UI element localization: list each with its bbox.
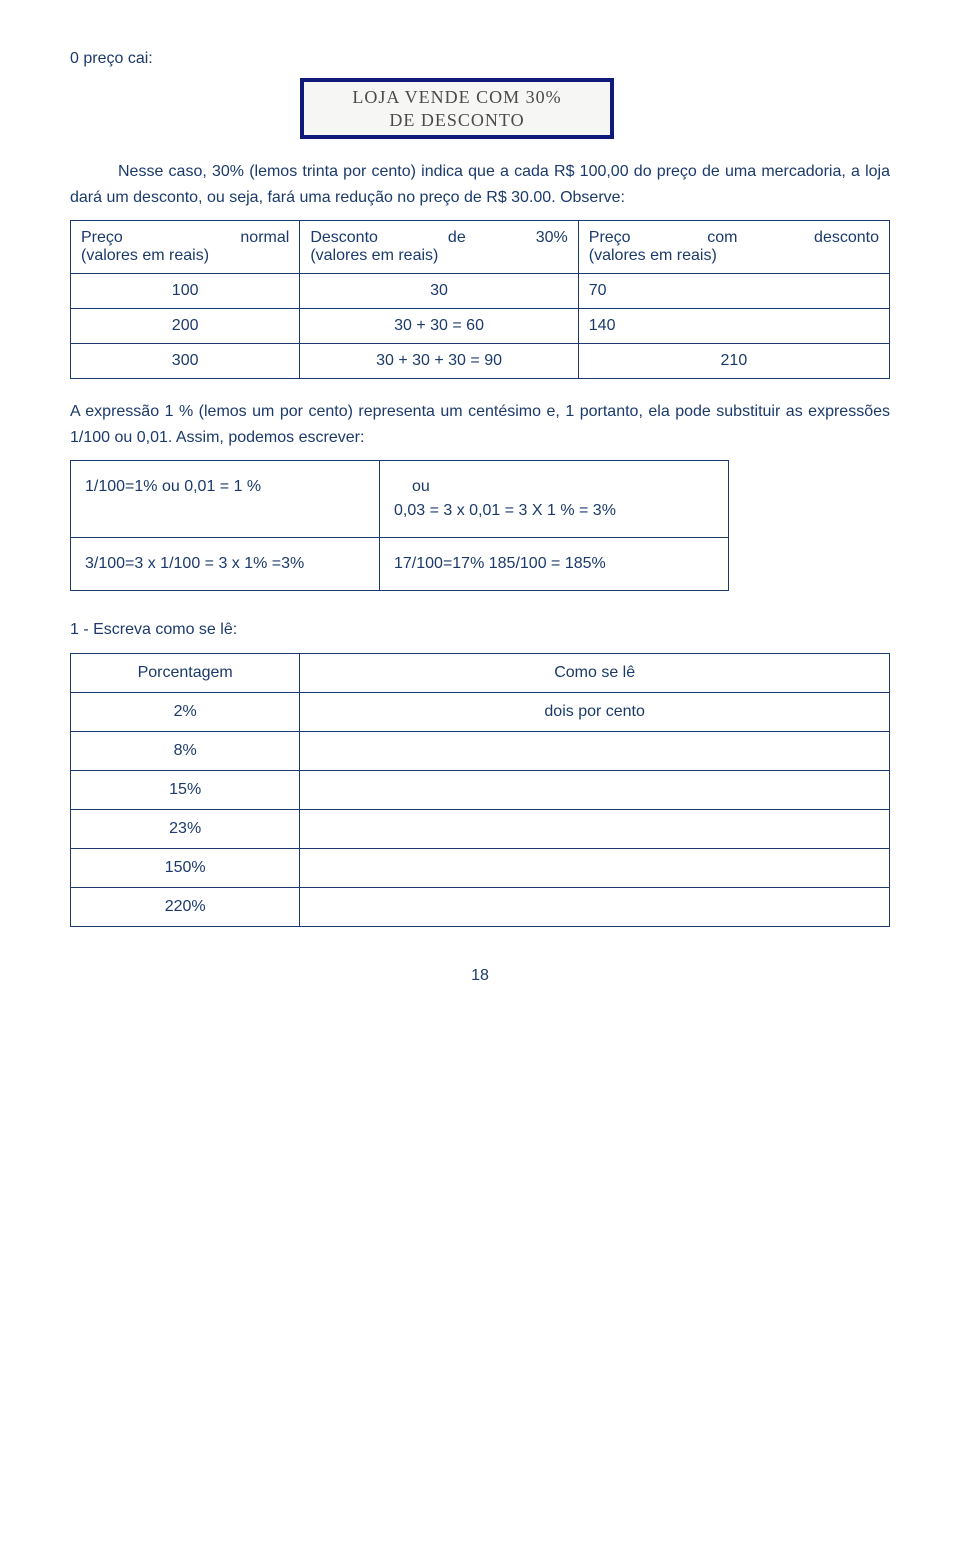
table-row: 100 30 70: [71, 274, 890, 309]
cell: 300: [71, 344, 300, 379]
discount-table: Preçonormal (valores em reais) Descontod…: [70, 220, 890, 379]
section-heading: 0 preço cai:: [70, 50, 890, 68]
table-row: 200 30 + 30 = 60 140: [71, 309, 890, 344]
cell: ou 0,03 = 3 x 0,01 = 3 X 1 % = 3%: [380, 461, 729, 538]
cell: [300, 849, 890, 888]
table-header-row: Preçonormal (valores em reais) Descontod…: [71, 221, 890, 274]
paragraph-1: Nesse caso, 30% (lemos trinta por cento)…: [70, 159, 890, 210]
percentage-reading-table: Porcentagem Como se lê 2% dois por cento…: [70, 653, 890, 927]
table-header: Como se lê: [300, 654, 890, 693]
cell: 70: [578, 274, 889, 309]
cell: 30 + 30 = 60: [300, 309, 578, 344]
exercise-label: 1 - Escreva como se lê:: [70, 621, 890, 639]
cell: 210: [578, 344, 889, 379]
table-row: 220%: [71, 888, 890, 927]
cell-text: ou: [412, 478, 430, 495]
table-row: 8%: [71, 732, 890, 771]
cell: 3/100=3 x 1/100 = 3 x 1% =3%: [71, 538, 380, 591]
cell: [300, 771, 890, 810]
cell: 200: [71, 309, 300, 344]
cell: 1/100=1% ou 0,01 = 1 %: [71, 461, 380, 538]
cell-text: 0,03 = 3 x 0,01 = 3 X 1 % = 3%: [394, 502, 616, 519]
table-header: Porcentagem: [71, 654, 300, 693]
cell: 140: [578, 309, 889, 344]
cell: 17/100=17% 185/100 = 185%: [380, 538, 729, 591]
table-row: 300 30 + 30 + 30 = 90 210: [71, 344, 890, 379]
cell: [300, 810, 890, 849]
cell: [300, 732, 890, 771]
cell: dois por cento: [300, 693, 890, 732]
cell: 8%: [71, 732, 300, 771]
sign-line2: DE DESCONTO: [312, 109, 602, 132]
table-header-row: Porcentagem Como se lê: [71, 654, 890, 693]
cell: 30 + 30 + 30 = 90: [300, 344, 578, 379]
cell: 30: [300, 274, 578, 309]
equivalence-table: 1/100=1% ou 0,01 = 1 % ou 0,03 = 3 x 0,0…: [70, 460, 729, 591]
paragraph-2: A expressão 1 % (lemos um por cento) rep…: [70, 399, 890, 450]
table-row: 2% dois por cento: [71, 693, 890, 732]
sign-image: LOJA VENDE COM 30% DE DESCONTO: [300, 78, 614, 139]
table-row: 1/100=1% ou 0,01 = 1 % ou 0,03 = 3 x 0,0…: [71, 461, 729, 538]
cell: 150%: [71, 849, 300, 888]
cell: 100: [71, 274, 300, 309]
table-row: 3/100=3 x 1/100 = 3 x 1% =3% 17/100=17% …: [71, 538, 729, 591]
table-row: 23%: [71, 810, 890, 849]
cell: 220%: [71, 888, 300, 927]
table-row: 15%: [71, 771, 890, 810]
cell: 15%: [71, 771, 300, 810]
page-number: 18: [70, 967, 890, 985]
cell: 2%: [71, 693, 300, 732]
table-row: 150%: [71, 849, 890, 888]
cell: [300, 888, 890, 927]
sign-line1: LOJA VENDE COM 30%: [312, 86, 602, 109]
cell: 23%: [71, 810, 300, 849]
